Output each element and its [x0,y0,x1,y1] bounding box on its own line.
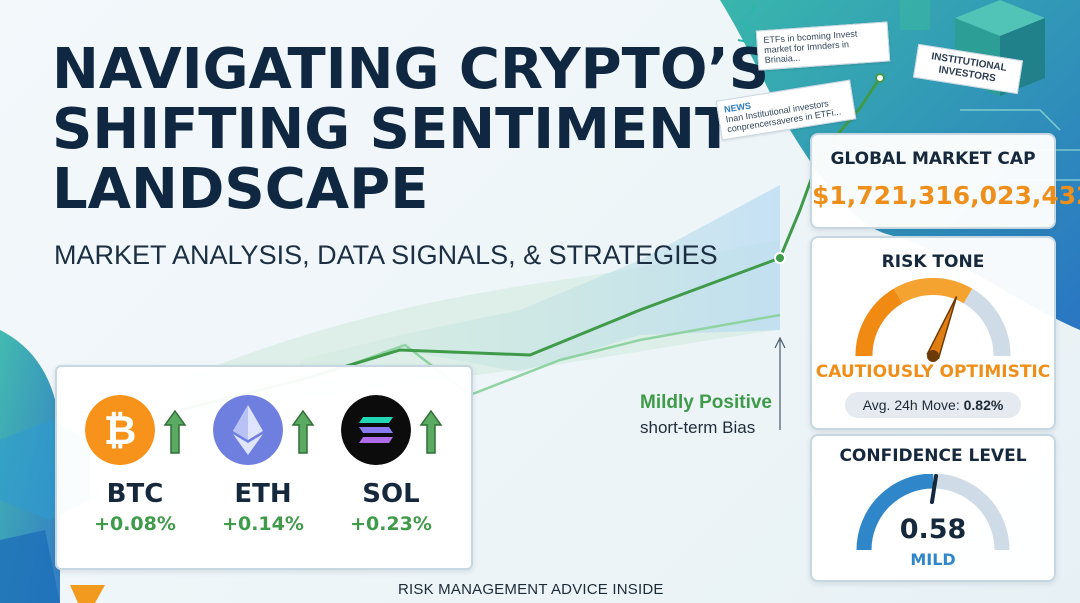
market-cap-title: GLOBAL MARKET CAP [830,149,1036,169]
risk-tone-card: RISK TONE CAUTIOUSLY OPTIMISTIC Avg. 24h… [810,236,1056,430]
ethereum-icon [213,395,283,465]
confidence-title: CONFIDENCE LEVEL [839,446,1027,466]
confidence-needle [930,474,938,504]
coin-change: +0.08% [94,513,176,535]
confidence-card: CONFIDENCE LEVEL 0.58 MILD [810,434,1056,582]
avg-move-pill: Avg. 24h Move: 0.82% [845,392,1021,418]
coin-name: BTC [106,479,164,509]
trend-point [774,252,786,264]
coin-change: +0.23% [350,513,432,535]
footer-text: RISK MANAGEMENT ADVICE INSIDE [398,581,664,598]
coin-change: +0.14% [222,513,304,535]
svg-text:₿: ₿ [104,408,137,454]
up-arrow-icon [291,409,315,454]
trend-line-light [329,313,781,397]
risk-gauge-icon [855,278,1011,362]
coin-eth: ETH +0.14% [213,395,333,555]
coins-card: ₿ BTC +0.08% ETH +0.14% SOL +0.2 [55,365,473,570]
coin-btc: ₿ BTC +0.08% [85,395,205,555]
up-arrow-icon [419,409,443,454]
bitcoin-icon: ₿ [85,395,155,465]
risk-tone-value: CAUTIOUSLY OPTIMISTIC [815,362,1051,382]
bias-sub: short-term Bias [640,418,756,437]
confidence-label: MILD [910,550,956,569]
market-cap-card: GLOBAL MARKET CAP $1,721,316,023,432 [810,133,1080,229]
confidence-value: 0.58 [899,514,967,545]
bias-annotation: Mildly Positive short-term Bias [640,392,772,438]
coin-name: ETH [234,479,292,509]
bias-pointer [774,336,786,430]
coin-sol: SOL +0.23% [341,395,461,555]
confidence-gauge-icon [856,474,1010,551]
sparkle-marks [737,3,755,43]
page-title: NAVIGATING CRYPTO’S SHIFTING SENTIMENT L… [52,37,770,222]
solana-icon [341,395,411,465]
avg-move-label: Avg. 24h Move: [862,397,960,413]
page-subtitle: MARKET ANALYSIS, DATA SIGNALS, & STRATEG… [54,240,718,270]
risk-needle [926,296,958,360]
avg-move-value: 0.82% [963,397,1004,413]
coin-name: SOL [362,479,420,509]
up-arrow-icon [163,409,187,454]
forecast-band [300,185,780,390]
risk-tone-title: RISK TONE [881,252,985,272]
market-cap-value: $1,721,316,023,432 [812,181,1080,210]
bias-main: Mildly Positive [640,392,772,413]
